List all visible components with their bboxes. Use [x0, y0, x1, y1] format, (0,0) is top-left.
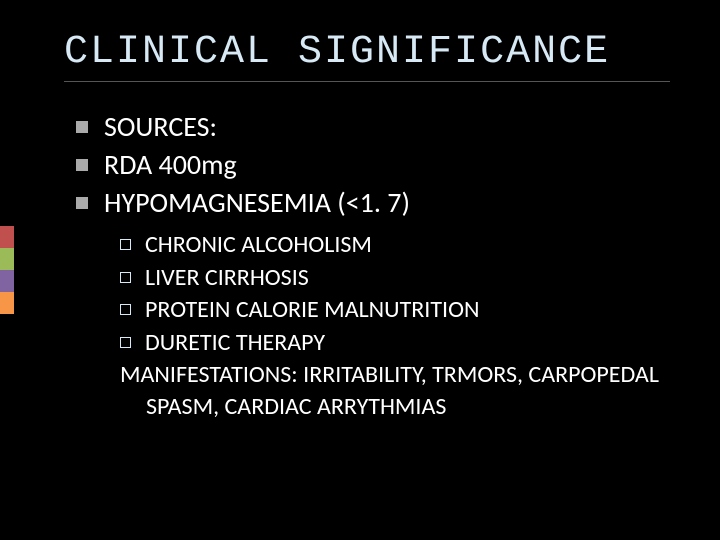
hollow-square-bullet-icon	[120, 239, 131, 250]
bullet-l2: LIVER CIRRHOSIS	[120, 262, 670, 294]
bullet-text: RDA 400mg	[104, 146, 237, 184]
accent-bar-2	[0, 248, 14, 270]
bullet-l2: DURETIC THERAPY	[120, 327, 670, 359]
bullet-l1: SOURCES:	[76, 108, 670, 146]
bullet-l2: PROTEIN CALORIE MALNUTRITION	[120, 294, 670, 326]
slide: CLINICAL SIGNIFICANCE SOURCES: RDA 400mg…	[0, 0, 720, 540]
accent-bars	[0, 226, 14, 314]
bullet-text: PROTEIN CALORIE MALNUTRITION	[145, 294, 479, 326]
square-bullet-icon	[76, 159, 88, 171]
square-bullet-icon	[76, 197, 88, 209]
hollow-square-bullet-icon	[120, 272, 131, 283]
manifestations-text: MANIFESTATIONS: IRRITABILITY, TRMORS, CA…	[120, 359, 670, 424]
bullet-text: CHRONIC ALCOHOLISM	[145, 229, 372, 261]
bullet-text: LIVER CIRRHOSIS	[145, 262, 309, 294]
bullet-text: HYPOMAGNESEMIA (<1. 7)	[104, 184, 410, 222]
accent-bar-3	[0, 270, 14, 292]
bullet-l2: CHRONIC ALCOHOLISM	[120, 229, 670, 261]
bullet-text: SOURCES:	[104, 108, 217, 146]
bullet-text: DURETIC THERAPY	[145, 327, 325, 359]
accent-bar-1	[0, 226, 14, 248]
bullet-l1: HYPOMAGNESEMIA (<1. 7)	[76, 184, 670, 222]
hollow-square-bullet-icon	[120, 337, 131, 348]
spacer	[64, 221, 670, 229]
square-bullet-icon	[76, 121, 88, 133]
accent-bar-4	[0, 292, 14, 314]
slide-title: CLINICAL SIGNIFICANCE	[64, 30, 670, 82]
bullet-l1: RDA 400mg	[76, 146, 670, 184]
hollow-square-bullet-icon	[120, 304, 131, 315]
